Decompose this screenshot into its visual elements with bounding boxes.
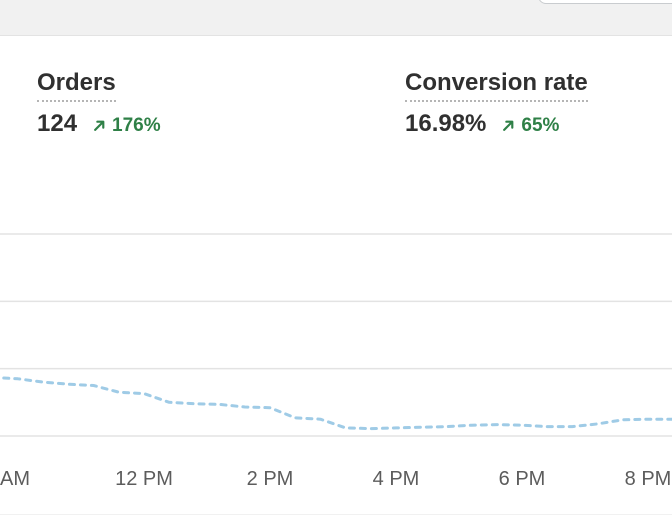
- date-range-button[interactable]: [538, 0, 672, 4]
- x-tick-label: 6 PM: [499, 468, 546, 490]
- conversion-value: 16.98%: [405, 110, 487, 137]
- x-tick-label: 4 PM: [373, 468, 420, 490]
- orders-change-value: 176%: [112, 115, 161, 136]
- conversion-metric: Conversion rate 16.98% 65%: [405, 70, 588, 138]
- arrow-up-right-icon: [503, 120, 514, 131]
- x-tick-label: 12 PM: [115, 468, 173, 490]
- conversion-label[interactable]: Conversion rate: [405, 70, 588, 102]
- previous-period-line: [0, 376, 672, 431]
- orders-value: 124: [37, 110, 78, 137]
- top-bar: [0, 0, 672, 36]
- orders-metric: Orders 124 176%: [37, 70, 161, 138]
- sales-line-chart[interactable]: AM 12 PM 2 PM 4 PM 6 PM 8 PM: [0, 36, 672, 515]
- x-tick-label: 2 PM: [247, 468, 294, 490]
- conversion-change-value: 65%: [521, 115, 560, 136]
- orders-label[interactable]: Orders: [37, 70, 116, 102]
- x-tick-label: AM: [0, 468, 30, 490]
- x-tick-label: 8 PM: [625, 468, 672, 490]
- arrow-up-right-icon: [94, 120, 105, 131]
- conversion-change: 65%: [502, 115, 559, 137]
- analytics-card: Orders 124 176% Conversion rate 16.98% 6…: [0, 35, 672, 514]
- orders-change: 176%: [93, 115, 161, 137]
